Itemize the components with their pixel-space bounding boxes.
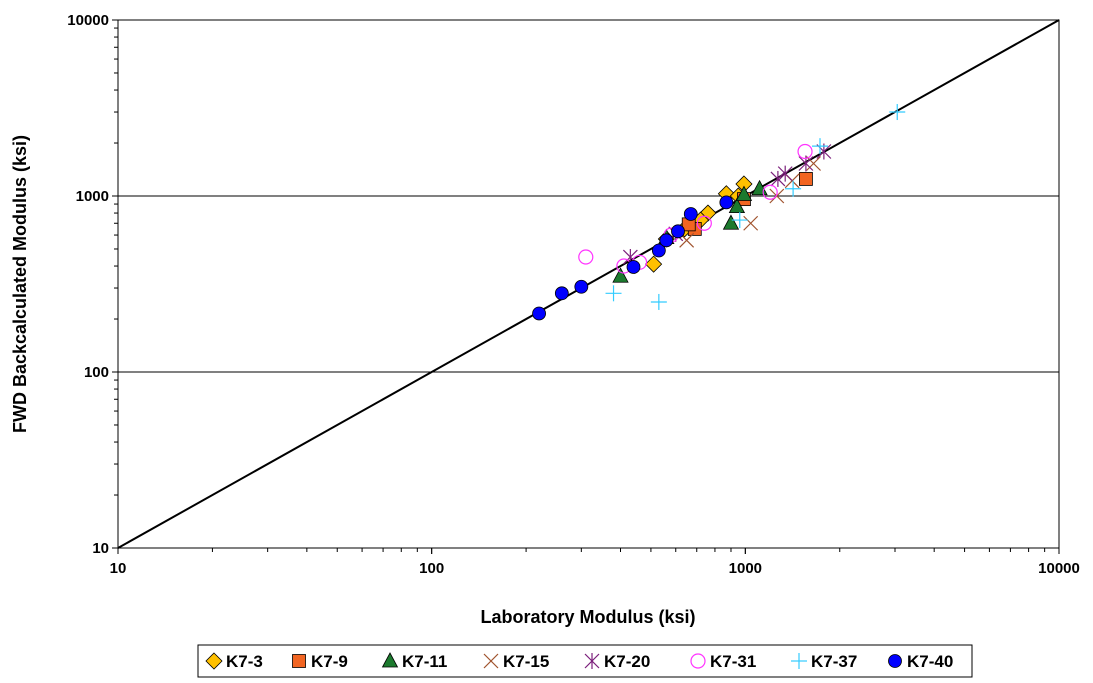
legend-item-k7-37: K7-37 xyxy=(791,652,857,671)
data-point xyxy=(626,260,641,274)
legend-label: K7-20 xyxy=(604,652,650,671)
legend-label: K7-40 xyxy=(907,652,953,671)
axis-tick-labels: 10 100 1000 10000 10 100 1000 10000 xyxy=(67,12,1080,577)
data-point xyxy=(650,293,667,310)
data-points xyxy=(532,104,906,321)
data-point xyxy=(797,143,813,160)
data-point xyxy=(812,138,829,155)
data-point xyxy=(532,306,546,321)
x-tick-label: 10 xyxy=(110,560,127,577)
legend-label: K7-3 xyxy=(226,652,263,671)
data-point xyxy=(785,180,802,197)
data-point xyxy=(696,215,712,231)
legend-item-k7-9: K7-9 xyxy=(292,652,348,671)
equality-line xyxy=(117,19,1060,549)
data-point xyxy=(799,172,813,186)
data-point xyxy=(731,212,748,229)
data-point xyxy=(769,188,785,204)
data-point xyxy=(728,197,746,214)
x-tick-label: 100 xyxy=(419,560,444,577)
legend-box xyxy=(197,644,973,678)
y-tick-label: 100 xyxy=(84,364,109,381)
data-point xyxy=(770,170,786,187)
y-tick-label: 10000 xyxy=(67,12,109,29)
data-point xyxy=(722,214,740,230)
legend-label: K7-31 xyxy=(710,652,756,671)
data-point xyxy=(612,267,629,283)
legend-marker xyxy=(791,653,807,669)
legend-item-k7-31: K7-31 xyxy=(690,652,756,671)
legend-item-k7-20: K7-20 xyxy=(584,652,650,671)
series-k7-40 xyxy=(532,195,734,321)
data-point xyxy=(777,165,793,182)
data-point xyxy=(659,233,674,248)
data-point xyxy=(605,285,622,302)
legend-label: K7-9 xyxy=(311,652,348,671)
gridlines xyxy=(118,195,1059,373)
legend-items: K7-3 K7-9 K7-11 K7-15 K7-20 K7-31 K7-37 K7-40 xyxy=(205,652,953,671)
data-point xyxy=(806,156,821,171)
legend-marker xyxy=(483,653,499,669)
x-tick-label: 1000 xyxy=(729,560,762,577)
data-point xyxy=(735,185,753,201)
data-point xyxy=(574,279,589,294)
equality-line-path xyxy=(117,19,1060,549)
data-point xyxy=(683,207,698,221)
legend-marker xyxy=(888,654,902,668)
y-tick-label: 10 xyxy=(92,540,109,557)
data-point xyxy=(645,255,663,273)
legend-label: K7-37 xyxy=(811,652,857,671)
data-point xyxy=(578,249,594,265)
legend: K7-3 K7-9 K7-11 K7-15 K7-20 K7-31 K7-37 K7-40 xyxy=(197,644,973,678)
legend-label: K7-15 xyxy=(503,652,549,671)
data-point xyxy=(889,104,906,121)
data-point xyxy=(743,215,759,231)
series-k7-15 xyxy=(679,156,821,248)
legend-item-k7-15: K7-15 xyxy=(483,652,549,671)
legend-marker xyxy=(381,652,399,668)
axis-ticks xyxy=(112,19,1060,554)
legend-item-k7-11: K7-11 xyxy=(381,652,447,671)
legend-marker xyxy=(690,653,706,669)
legend-item-k7-40: K7-40 xyxy=(888,652,953,671)
data-point xyxy=(671,224,685,239)
data-point xyxy=(554,286,569,301)
data-point xyxy=(719,195,734,210)
y-tick-label: 1000 xyxy=(76,188,109,205)
legend-marker xyxy=(292,654,306,668)
x-axis-title: Laboratory Modulus (ksi) xyxy=(480,607,695,627)
series-k7-37 xyxy=(605,104,906,310)
x-tick-label: 10000 xyxy=(1038,560,1080,577)
legend-marker xyxy=(205,652,223,670)
legend-label: K7-11 xyxy=(402,652,447,671)
y-axis-title: FWD Backcalculated Modulus (ksi) xyxy=(10,135,30,433)
legend-marker xyxy=(584,653,600,669)
legend-item-k7-3: K7-3 xyxy=(205,652,263,671)
data-point xyxy=(762,184,778,200)
data-point xyxy=(651,243,666,258)
